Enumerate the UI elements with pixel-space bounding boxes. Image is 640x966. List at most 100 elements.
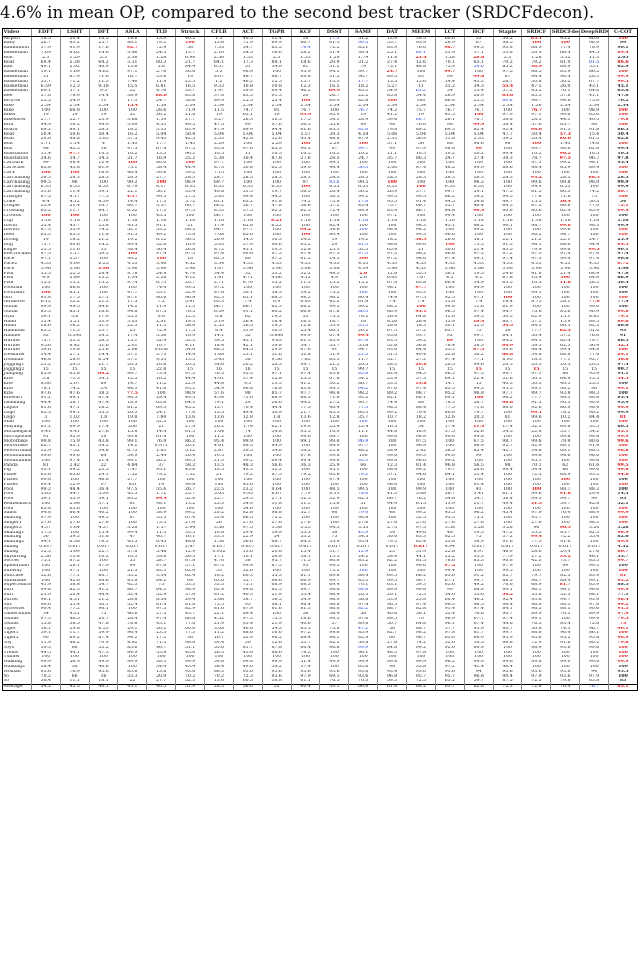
op-score-cell: 94.6 <box>550 453 580 459</box>
op-score-cell: 78.9 <box>59 94 90 99</box>
op-score-cell: 45.6 <box>175 650 205 656</box>
op-score-cell: 10.9 <box>319 429 349 435</box>
table-row: Motorbike 99.8 75.9 43.8 99.1 76.9 86.2 95.4 99.… <box>2 439 638 445</box>
op-score-cell: 79.2 <box>290 473 320 478</box>
table-row: Plates 99.8 100 46.8 27.7 100 100 100 100 100 100 9… <box>2 477 638 483</box>
op-score-cell: 4.33 <box>377 261 407 267</box>
op-score-cell: 53 <box>463 36 494 42</box>
op-score-cell: 8.97 <box>463 549 494 555</box>
op-score-cell: 100 <box>550 516 580 521</box>
op-score-cell: 100 <box>608 655 638 661</box>
table-row: Logo 3 1.02 1.8 19.8 7.84 13.6 13.6 12.8 1.8 13.6 1… <box>2 415 638 421</box>
op-score-cell: 13.4 <box>463 89 494 95</box>
op-score-cell: 77.1 <box>59 573 90 579</box>
op-score-cell: 88.9 <box>521 46 551 51</box>
op-score-cell: 26.5 <box>175 554 205 560</box>
op-score-cell: 89.9 <box>463 645 494 651</box>
op-score-cell: 54.7 <box>290 343 320 349</box>
op-score-cell: 43.1 <box>232 338 263 344</box>
op-score-cell: 89.5 <box>377 74 407 80</box>
op-score-cell: 47.5 <box>117 146 147 152</box>
op-score-cell: 91.8 <box>261 199 292 205</box>
op-score-cell: 99.6 <box>608 439 638 445</box>
op-score-cell: 36.2 <box>348 190 378 195</box>
video-name-cell: SuperMario <box>2 583 32 589</box>
op-score-cell: 96.4 <box>550 631 580 637</box>
op-score-cell: 33.3 <box>204 535 234 541</box>
op-score-cell: 21 <box>406 247 436 253</box>
op-score-cell: 100 <box>377 290 407 296</box>
op-score-cell: 100 <box>608 568 638 574</box>
table-row: Suv 90.6 55.4 50.1 52.4 81.4 81.8 73.5 93 98.1 96.… <box>2 602 638 608</box>
op-score-cell: 10.2 <box>319 151 349 157</box>
op-score-cell: 79.7 <box>434 468 465 474</box>
op-score-cell: 100 <box>608 36 638 42</box>
op-score-cell: 83.3 <box>521 94 551 99</box>
op-score-cell: 1.18 <box>88 218 118 224</box>
op-score-cell: 98.2 <box>406 228 436 234</box>
op-score-cell: 61.3 <box>175 429 205 435</box>
op-score-cell: 88.4 <box>550 578 580 584</box>
video-name-cell: Skating1 <box>2 530 32 536</box>
op-score-cell: 99.8 <box>406 588 436 593</box>
op-score-cell: 5.8 <box>146 65 176 71</box>
op-score-cell: 99.1 <box>608 386 638 392</box>
table-row: Kitesurf 91.2 89.1 67.4 98.5 29.4 49.5 4.34 71.6… <box>2 396 638 402</box>
op-score-cell: 4.12 <box>59 199 90 205</box>
op-score-cell: 4.76 <box>204 559 234 565</box>
op-score-cell: 25.8 <box>88 348 118 354</box>
op-score-cell: 15.6 <box>319 501 349 507</box>
op-score-cell: 2.44 <box>146 453 176 459</box>
op-score-cell: 84.9 <box>492 343 522 349</box>
op-score-cell: 68.4 <box>579 271 609 277</box>
op-score-cell: 27.7 <box>146 175 176 181</box>
op-score-cell: 96.4 <box>319 391 349 397</box>
op-score-cell: 89.8 <box>290 74 320 80</box>
op-score-cell: 11.5 <box>88 79 118 85</box>
table-row: Kite 8.06 2.07 89 14.7 11.2 22.9 44.8 9.3 13.5 41.… <box>2 381 638 387</box>
op-score-cell: 72.9 <box>521 640 551 646</box>
op-score-cell: 47.7 <box>117 290 147 296</box>
op-score-cell: 98.1 <box>146 501 176 507</box>
figure-caption: 4.6% in mean OP, compared to the second … <box>0 3 595 22</box>
op-score-cell: 96.8 <box>232 386 263 392</box>
op-score-cell: 71.6 <box>463 405 494 411</box>
op-score-cell: 99.4 <box>550 257 580 262</box>
op-score-cell: 20.9 <box>204 237 234 243</box>
op-score-cell: 21 <box>204 473 234 478</box>
op-score-cell: 100 <box>261 420 292 426</box>
op-score-cell: 44.2 <box>290 401 320 406</box>
op-score-cell: 52 <box>117 113 147 119</box>
op-score-cell: 43.6 <box>232 650 263 656</box>
op-score-cell: 96.2 <box>175 151 205 157</box>
op-score-cell: 88.1 <box>117 41 147 47</box>
op-score-cell: 76.9 <box>59 669 90 675</box>
op-score-cell: 97.4 <box>59 458 90 464</box>
op-score-cell: 80.3 <box>406 156 436 162</box>
op-score-cell: 11.3 <box>290 281 320 286</box>
op-score-cell: 77.1 <box>463 357 494 363</box>
op-score-cell: 44.4 <box>88 592 118 598</box>
op-score-cell: 74.4 <box>377 401 407 406</box>
op-score-cell: 57.1 <box>377 142 407 147</box>
video-name-cell: Toy <box>2 640 32 646</box>
op-score-cell: 81.5 <box>319 41 349 47</box>
op-score-cell: 83.1 <box>59 444 90 450</box>
op-score-cell: 1.18 <box>290 218 320 224</box>
op-score-cell: 12.9 <box>175 549 205 555</box>
op-score-cell: 93.6 <box>434 669 465 675</box>
table-row: Skating 50 59.3 51.8 47 40.7 16.1 33.3 22.9 54 53.… <box>2 535 638 541</box>
op-score-cell: 88.4 <box>406 405 436 411</box>
op-score-cell: 1.41 <box>204 276 234 282</box>
op-score-cell: 97.4 <box>492 257 522 262</box>
op-score-cell: 100 <box>406 420 436 426</box>
op-score-cell: 74.2 <box>579 190 609 195</box>
op-score-cell: 37 <box>146 463 176 469</box>
op-score-cell: 21.4 <box>59 204 90 210</box>
op-score-cell: 99.4 <box>232 194 263 200</box>
op-score-cell: 19 <box>30 113 61 119</box>
op-score-cell: 2.33 <box>377 137 407 143</box>
op-score-cell: 55.9 <box>319 324 349 330</box>
op-score-cell: 71.9 <box>175 108 205 114</box>
table-row: Football 100 86.8 100 100 74.4 99.5 97.2 100 100 1… <box>2 285 638 291</box>
